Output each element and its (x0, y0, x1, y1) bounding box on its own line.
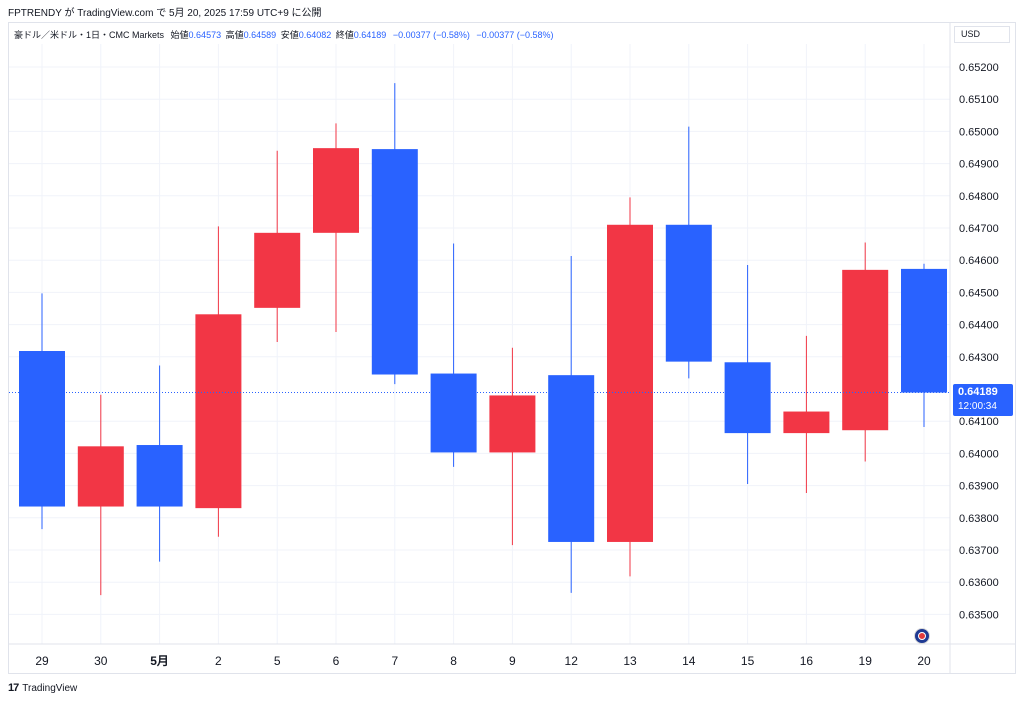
x-tick-label: 8 (450, 654, 457, 668)
chart-legend: 豪ドル／米ドル・1日・CMC Markets 始値0.64573 高値0.645… (14, 28, 553, 41)
candle-body (136, 445, 183, 507)
open-value: 0.64573 (188, 30, 222, 40)
x-tick-label: 6 (333, 654, 340, 668)
candle-body (430, 373, 477, 453)
y-tick-label: 0.63600 (959, 577, 999, 589)
candle-body (77, 446, 124, 507)
y-tick-label: 0.64600 (959, 255, 999, 267)
y-tick-label: 0.63800 (959, 513, 999, 525)
footer-brand[interactable]: 17 TradingView (8, 682, 77, 694)
x-tick-label: 16 (800, 654, 814, 668)
x-tick-label: 7 (391, 654, 398, 668)
x-tick-label: 2 (215, 654, 222, 668)
brand-name: TradingView (22, 682, 78, 694)
high-label: 高値 (225, 30, 244, 40)
chart-frame (8, 22, 1016, 674)
x-tick-label: 9 (509, 654, 516, 668)
published-caption: FPTRENDY が TradingView.com で 5月 20, 2025… (8, 8, 322, 19)
y-tick-label: 0.64700 (959, 223, 999, 235)
candle-body (19, 351, 65, 507)
candle-body (665, 224, 712, 362)
open-label: 始値 (170, 30, 189, 40)
y-tick-label: 0.64400 (959, 320, 999, 332)
x-tick-label: 15 (741, 654, 755, 668)
x-tick-label: 14 (682, 654, 696, 668)
x-tick-label: 20 (917, 654, 931, 668)
y-tick-label: 0.64800 (959, 191, 999, 203)
candle-body (195, 314, 242, 509)
candle-body (254, 232, 301, 308)
last-price-label: 0.64189 12:00:34 (953, 384, 1013, 416)
candle-body (489, 395, 536, 453)
candle-body (901, 268, 947, 393)
y-tick-label: 0.63500 (959, 609, 999, 621)
x-tick-label: 19 (859, 654, 873, 668)
candle-body (548, 375, 595, 542)
low-label: 安値 (280, 30, 299, 40)
y-tick-label: 0.64500 (959, 287, 999, 299)
candle-body (607, 224, 653, 542)
x-tick-label: 13 (623, 654, 637, 668)
change-value-2: −0.00377 (−0.58%) (476, 30, 554, 40)
last-price-value: 0.64189 (958, 386, 998, 398)
flag-icon[interactable] (914, 628, 930, 644)
change-value: −0.00377 (−0.58%) (392, 30, 470, 40)
candle-body (842, 269, 889, 431)
y-tick-label: 0.64000 (959, 448, 999, 460)
y-tick-label: 0.64300 (959, 352, 999, 364)
x-tick-label: 5 (274, 654, 281, 668)
x-tick-label: 30 (94, 654, 108, 668)
candle-body (724, 362, 771, 434)
symbol-title: 豪ドル／米ドル・1日・CMC Markets (14, 30, 165, 40)
y-tick-label: 0.64900 (959, 159, 999, 171)
close-value: 0.64189 (353, 30, 387, 40)
bar-countdown: 12:00:34 (958, 401, 997, 412)
candle-body (313, 148, 359, 233)
y-tick-label: 0.65000 (959, 126, 999, 138)
candle-body (783, 411, 830, 434)
candle-body (371, 149, 418, 375)
y-tick-label: 0.63900 (959, 481, 999, 493)
y-tick-label: 0.65200 (959, 62, 999, 74)
currency-button[interactable]: USD (954, 26, 1010, 43)
low-value: 0.64082 (298, 30, 332, 40)
high-value: 0.64589 (243, 30, 277, 40)
close-label: 終値 (335, 30, 354, 40)
y-tick-label: 0.64100 (959, 416, 999, 428)
x-tick-label: 5月 (150, 654, 169, 668)
tradingview-logo-icon: 17 (8, 682, 19, 694)
y-tick-label: 0.65100 (959, 94, 999, 106)
y-tick-label: 0.63700 (959, 545, 999, 557)
x-tick-label: 29 (35, 654, 49, 668)
x-tick-label: 12 (565, 654, 579, 668)
